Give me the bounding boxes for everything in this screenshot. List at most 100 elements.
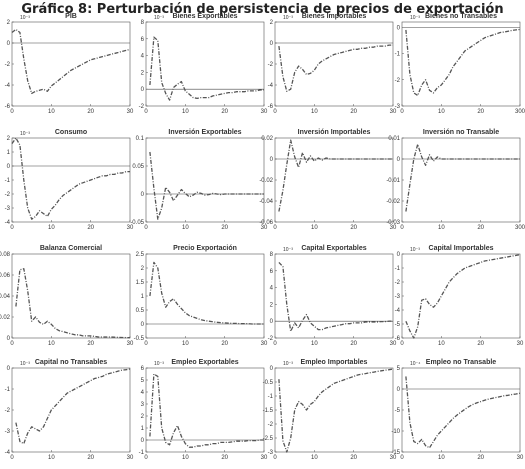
y-tick-label: 0 <box>7 164 11 170</box>
plot-frame <box>401 253 521 339</box>
chart-svg: Bienes no Transables 10⁻³ -3 -2 -1 0 0 10 20 300 <box>395 13 525 115</box>
x-tick-label: 0 <box>273 109 277 115</box>
y-tick-label: -1.5 <box>263 408 274 414</box>
x-tick-label: 10 <box>182 455 189 461</box>
y-tick-label: 6 <box>270 269 274 275</box>
chart-panel: Bienes no Transables 10⁻³ -3 -2 -1 0 0 10 20 300 <box>395 10 525 123</box>
y-tick-label: 0 <box>397 252 401 258</box>
y-tick-label: -3 <box>268 450 274 456</box>
x-tick-label: 0 <box>400 455 404 461</box>
exponent-label: 10⁻³ <box>283 361 293 367</box>
y-tick-label: 0 <box>7 366 11 372</box>
y-tick-label: -4 <box>395 308 401 314</box>
y-tick-label: -4 <box>268 83 274 89</box>
chart-panel: Capital Exportables 10⁻³ -2 0 2 4 6 8 0 10 20 30 <box>268 242 407 355</box>
chart-svg: Inversión Importables -0.06 -0.04 -0.02 0 0.0… <box>259 129 397 231</box>
exponent-label: 10⁻⁴ <box>410 361 420 367</box>
y-tick-label: -1 <box>139 450 145 456</box>
y-tick-label: -1 <box>5 178 11 184</box>
x-tick-label: 300 <box>515 225 525 231</box>
y-tick-label: 6 <box>141 37 145 43</box>
series-line <box>149 373 264 448</box>
y-tick-label: 1 <box>141 426 145 432</box>
figure-title: Gráfico 8: Perturbación de persistencia … <box>21 2 504 17</box>
y-tick-label: -0.5 <box>263 380 274 386</box>
y-tick-label: 2 <box>141 266 145 272</box>
y-tick-label: -1 <box>5 387 11 393</box>
chart-panel: Capital no Transables 10⁻³ -4 -3 -2 -1 0 0 10 20 3… <box>5 356 144 469</box>
y-tick-label: -0.5 <box>134 336 145 342</box>
x-tick-label: 10 <box>182 225 189 231</box>
x-tick-label: 20 <box>350 455 357 461</box>
y-tick-label: 0 <box>270 319 274 325</box>
series-line <box>278 261 393 332</box>
y-tick-label: 0 <box>141 322 145 328</box>
series-line <box>405 254 521 339</box>
y-tick-label: 0 <box>270 157 274 163</box>
y-tick-label: 0 <box>397 387 401 393</box>
panel-title: Inversión Exportables <box>168 129 241 136</box>
y-tick-label: -0.02 <box>386 199 400 205</box>
x-tick-label: 0 <box>10 109 14 115</box>
x-tick-label: 20 <box>477 109 484 115</box>
x-tick-label: 20 <box>87 455 94 461</box>
x-tick-label: 20 <box>87 109 94 115</box>
x-tick-label: 30 <box>127 109 134 115</box>
x-tick-label: 20 <box>221 455 228 461</box>
chart-panel: Empleo Importables 10⁻³ -3 -2.5 -2 -1.5 -1 -0.5… <box>263 356 407 469</box>
series-line <box>278 44 393 92</box>
x-tick-label: 30 <box>261 225 268 231</box>
x-tick-label: 10 <box>438 455 445 461</box>
plot-frame <box>274 21 394 107</box>
y-tick-label: -0.04 <box>259 199 273 205</box>
chart-svg: Empleo no Transable 10⁻⁴ -15 -10 -5 0 5 0 10 20 30 <box>391 359 524 461</box>
y-tick-label: 0 <box>7 41 11 47</box>
y-tick-label: 0.08 <box>0 252 11 258</box>
series-line <box>11 28 131 95</box>
x-tick-label: 30 <box>127 225 134 231</box>
exponent-label: 10⁻³ <box>410 247 420 253</box>
x-tick-label: 20 <box>87 341 94 347</box>
series-line <box>405 143 520 212</box>
y-tick-label: 4 <box>270 286 274 292</box>
x-tick-label: 0 <box>273 341 277 347</box>
exponent-label: 10⁻³ <box>20 15 30 21</box>
series-line <box>405 28 521 97</box>
x-tick-label: 10 <box>48 341 55 347</box>
series-line <box>149 261 264 325</box>
chart-panel: Inversión no Transable -0.03 -0.02 -0.01 0 0.… <box>386 126 525 239</box>
y-tick-label: -2 <box>5 408 11 414</box>
chart-svg: Capital no Transables 10⁻³ -4 -3 -2 -1 0 0 10 20 3… <box>5 359 134 461</box>
y-tick-label: -6 <box>395 336 401 342</box>
exponent-label: 10⁻³ <box>154 361 164 367</box>
x-tick-label: 20 <box>350 225 357 231</box>
y-tick-label: 0 <box>7 336 11 342</box>
y-tick-label: -3 <box>395 294 401 300</box>
y-tick-label: 0 <box>141 192 145 198</box>
y-tick-label: -0.01 <box>386 178 400 184</box>
x-tick-label: 30 <box>517 341 524 347</box>
x-tick-label: 0 <box>10 341 14 347</box>
panel-title: Capital Importables <box>429 245 494 252</box>
chart-panel: Empleo no Transable 10⁻⁴ -15 -10 -5 0 5 0 10 20 30 <box>391 356 525 469</box>
y-tick-label: 0.05 <box>132 164 144 170</box>
y-tick-label: 8 <box>141 20 145 26</box>
y-tick-label: 2 <box>270 20 274 26</box>
x-tick-label: 20 <box>221 109 228 115</box>
exponent-label: 10⁻³ <box>20 131 30 137</box>
y-tick-label: 0 <box>397 157 401 163</box>
x-tick-label: 20 <box>221 341 228 347</box>
y-tick-label: 0.01 <box>388 136 400 142</box>
y-tick-label: -2 <box>268 422 274 428</box>
chart-panel: Inversión Exportables -0.05 0 0.05 0.1 0 10 20 3… <box>130 126 278 239</box>
panel-title: Bienes Exportables <box>173 13 238 20</box>
exponent-label: 10⁻³ <box>283 15 293 21</box>
panel-title: Capital no Transables <box>35 359 107 366</box>
x-tick-label: 30 <box>390 225 397 231</box>
exponent-label: 10⁻³ <box>20 361 30 367</box>
chart-panel: Capital Importables 10⁻³ -6 -5 -4 -3 -2 -1 0 0 10 2… <box>395 242 525 355</box>
y-tick-label: 2.5 <box>136 252 145 258</box>
